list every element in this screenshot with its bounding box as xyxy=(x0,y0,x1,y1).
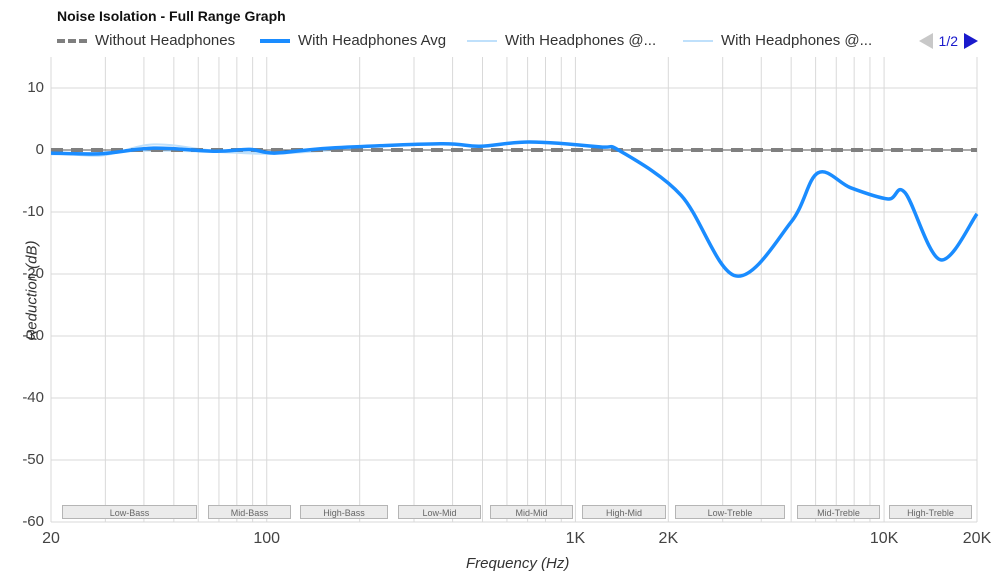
triangle-left-icon[interactable] xyxy=(918,33,933,49)
x-tick-label: 10K xyxy=(869,530,899,547)
dashed-line-swatch-icon xyxy=(57,38,87,43)
page-indicator: 1/2 xyxy=(938,33,958,49)
thin-line-swatch-icon xyxy=(467,39,497,42)
y-tick-label: -20 xyxy=(22,265,44,282)
series-lines xyxy=(50,140,979,278)
band-label-low-treble: Low-Treble xyxy=(675,505,785,519)
legend-pager: 1/2 xyxy=(918,33,978,49)
y-tick-label: -50 xyxy=(22,451,44,468)
x-axis-label: Frequency (Hz) xyxy=(466,555,570,572)
legend-label: With Headphones Avg xyxy=(298,32,447,49)
legend-item-without-headphones[interactable]: Without Headphones xyxy=(57,32,235,49)
y-tick-label: -10 xyxy=(22,203,44,220)
x-tick-label: 20K xyxy=(962,530,992,547)
legend-item-headphones-avg[interactable]: With Headphones Avg xyxy=(260,32,446,49)
band-label-high-treble: High-Treble xyxy=(889,505,972,519)
x-tick-label: 1K xyxy=(565,530,586,547)
solid-line-swatch-icon xyxy=(260,38,290,43)
y-tick-label: 0 xyxy=(35,141,44,158)
band-label-low-bass: Low-Bass xyxy=(62,505,197,519)
y-axis-label: Reduction (dB) xyxy=(23,240,41,341)
legend-label: With Headphones @... xyxy=(721,32,873,49)
triangle-right-icon[interactable] xyxy=(964,33,978,49)
band-label-high-mid: High-Mid xyxy=(582,505,666,519)
y-tick-label: -30 xyxy=(22,327,44,344)
thin-line-swatch-icon xyxy=(683,39,713,42)
y-tick-label: -60 xyxy=(22,513,44,530)
legend-label: Without Headphones xyxy=(95,32,236,49)
y-tick-label: -40 xyxy=(22,389,44,406)
band-label-mid-mid: Mid-Mid xyxy=(490,505,573,519)
band-label-low-mid: Low-Mid xyxy=(398,505,481,519)
x-tick-label: 100 xyxy=(253,530,281,547)
legend-item-headphones-1[interactable]: With Headphones @... xyxy=(467,32,656,49)
band-label-mid-treble: Mid-Treble xyxy=(797,505,880,519)
gridlines xyxy=(50,57,978,523)
band-label-high-bass: High-Bass xyxy=(300,505,388,519)
x-tick-label: 20 xyxy=(42,530,60,547)
band-label-mid-bass: Mid-Bass xyxy=(208,505,291,519)
legend-label: With Headphones @... xyxy=(505,32,657,49)
x-tick-label: 2K xyxy=(658,530,679,547)
legend-item-headphones-2[interactable]: With Headphones @... xyxy=(683,32,872,49)
chart-title: Noise Isolation - Full Range Graph xyxy=(57,8,286,24)
y-tick-label: 10 xyxy=(27,79,44,96)
legend: Without Headphones With Headphones Avg W… xyxy=(57,32,997,50)
